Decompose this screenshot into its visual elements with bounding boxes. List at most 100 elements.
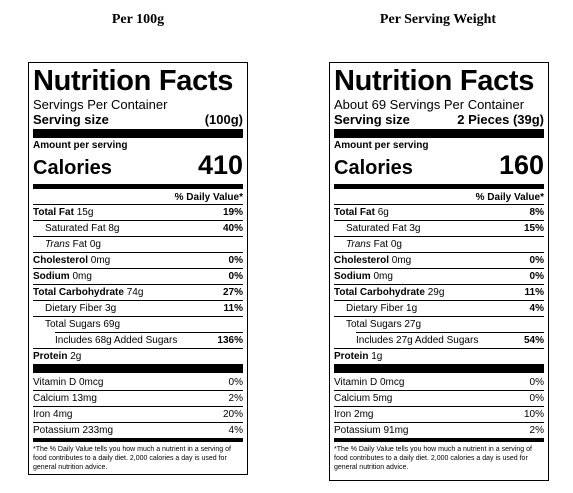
vitamin-d-row: Vitamin D 0mcg 0% [334, 375, 544, 390]
potassium-row: Potassium 233mg 4% [33, 422, 243, 438]
iron-row: Iron 2mg 10% [334, 406, 544, 422]
nutrition-facts-title: Nutrition Facts [334, 65, 535, 97]
daily-value-header: % Daily Value* [174, 192, 243, 203]
potassium-label: Potassium 91mg [334, 425, 409, 436]
sodium-label: Sodium [334, 271, 371, 282]
footnote-divider [334, 438, 544, 442]
iron-label: Iron 4mg [33, 409, 73, 420]
saturated-fat-dv: 15% [523, 223, 544, 234]
vitamin-d-label: Vitamin D 0mcg [33, 377, 104, 388]
cholesterol-row: Cholesterol 0mg 0% [33, 252, 243, 268]
total-carbohydrate-row: Total Carbohydrate 29g 11% [334, 284, 544, 300]
calories-value: 410 [197, 150, 243, 180]
saturated-fat-row: Saturated Fat 8g 40% [33, 220, 243, 236]
cholesterol-dv: 0% [529, 255, 544, 266]
sodium-dv: 0% [228, 271, 243, 282]
amount-per-serving: Amount per serving [33, 140, 128, 151]
carbohydrate-label: Total Carbohydrate [334, 287, 425, 298]
medium-divider [334, 184, 544, 189]
total-fat-dv: 19% [222, 207, 243, 218]
vitamin-d-label: Vitamin D 0mcg [334, 377, 405, 388]
protein-row: Protein 1g [334, 348, 544, 364]
protein-amount: 2g [67, 351, 82, 362]
added-sugars-dv: 54% [523, 332, 544, 348]
trans-fat-rest: Fat 0g [370, 239, 402, 250]
total-fat-dv: 8% [529, 207, 544, 218]
calories-row: Calories 160 [334, 152, 544, 182]
serving-size-value: (100g) [204, 112, 243, 127]
calories-label: Calories [334, 157, 413, 179]
total-fat-row: Total Fat 6g 8% [334, 204, 544, 220]
added-sugars-label: Includes 68g Added Sugars [55, 332, 218, 348]
calcium-row: Calcium 5mg 0% [334, 390, 544, 406]
nutrition-label-per-serving: Nutrition Facts About 69 Servings Per Co… [329, 62, 549, 481]
dietary-fiber-row: Dietary Fiber 1g 4% [334, 300, 544, 316]
sodium-label: Sodium [33, 271, 70, 282]
cholesterol-label: Cholesterol [334, 255, 390, 266]
total-sugars-label: Total Sugars 27g [346, 319, 422, 330]
iron-dv: 10% [523, 409, 544, 420]
calcium-row: Calcium 13mg 2% [33, 390, 243, 406]
total-fat-amount: 6g [374, 207, 389, 218]
dietary-fiber-row: Dietary Fiber 3g 11% [33, 300, 243, 316]
iron-dv: 20% [222, 409, 243, 420]
vitamin-d-dv: 0% [228, 377, 243, 388]
trans-fat-italic: Trans [346, 239, 371, 250]
total-fat-label: Total Fat [33, 207, 74, 218]
added-sugars-dv: 136% [217, 332, 243, 348]
protein-amount: 1g [368, 351, 383, 362]
total-carbohydrate-row: Total Carbohydrate 74g 27% [33, 284, 243, 300]
cholesterol-amount: 0mg [88, 255, 111, 266]
iron-label: Iron 2mg [334, 409, 374, 420]
total-fat-amount: 15g [73, 207, 94, 218]
nutrition-label-per-100g: Nutrition Facts Servings Per Container S… [28, 62, 248, 475]
total-fat-label: Total Fat [334, 207, 375, 218]
iron-row: Iron 4mg 20% [33, 406, 243, 422]
trans-fat-rest: Fat 0g [69, 239, 101, 250]
calories-row: Calories 410 [33, 152, 243, 182]
total-sugars-row: Total Sugars 27g [334, 316, 544, 332]
saturated-fat-label: Saturated Fat 8g [45, 223, 120, 234]
servings-per-container: About 69 Servings Per Container [334, 97, 525, 112]
daily-value-header: % Daily Value* [475, 192, 544, 203]
sodium-amount: 0mg [370, 271, 393, 282]
trans-fat-row: Trans Fat 0g [334, 236, 544, 252]
sodium-amount: 0mg [69, 271, 92, 282]
carbohydrate-amount: 74g [123, 287, 144, 298]
dietary-fiber-label: Dietary Fiber 3g [45, 303, 117, 314]
cholesterol-dv: 0% [228, 255, 243, 266]
calcium-dv: 2% [228, 393, 243, 404]
thick-divider [334, 129, 544, 138]
serving-size-value: 2 Pieces (39g) [457, 112, 544, 127]
saturated-fat-dv: 40% [222, 223, 243, 234]
cholesterol-label: Cholesterol [33, 255, 89, 266]
sodium-row: Sodium 0mg 0% [334, 268, 544, 284]
potassium-dv: 4% [228, 425, 243, 436]
carbohydrate-label: Total Carbohydrate [33, 287, 124, 298]
total-sugars-row: Total Sugars 69g [33, 316, 243, 332]
added-sugars-row: Includes 27g Added Sugars 54% [334, 332, 544, 348]
vitamin-d-row: Vitamin D 0mcg 0% [33, 375, 243, 390]
nutrition-facts-title: Nutrition Facts [33, 65, 234, 97]
protein-label: Protein [33, 351, 68, 362]
daily-value-footnote: *The % Daily Value tells you how much a … [33, 446, 231, 471]
potassium-dv: 2% [529, 425, 544, 436]
servings-per-container: Servings Per Container [33, 97, 168, 112]
total-sugars-label: Total Sugars 69g [45, 319, 121, 330]
thick-divider-vitamins [33, 364, 243, 373]
thick-divider [33, 129, 243, 138]
calories-value: 160 [498, 150, 544, 180]
potassium-label: Potassium 233mg [33, 425, 114, 436]
saturated-fat-label: Saturated Fat 3g [346, 223, 421, 234]
calcium-dv: 0% [529, 393, 544, 404]
calcium-label: Calcium 13mg [33, 393, 97, 404]
dietary-fiber-dv: 4% [529, 303, 544, 314]
dietary-fiber-dv: 11% [223, 303, 243, 314]
cholesterol-row: Cholesterol 0mg 0% [334, 252, 544, 268]
calories-label: Calories [33, 157, 112, 179]
protein-row: Protein 2g [33, 348, 243, 364]
cholesterol-amount: 0mg [389, 255, 412, 266]
saturated-fat-row: Saturated Fat 3g 15% [334, 220, 544, 236]
column-title-per-100g: Per 100g [111, 12, 165, 27]
potassium-row: Potassium 91mg 2% [334, 422, 544, 438]
